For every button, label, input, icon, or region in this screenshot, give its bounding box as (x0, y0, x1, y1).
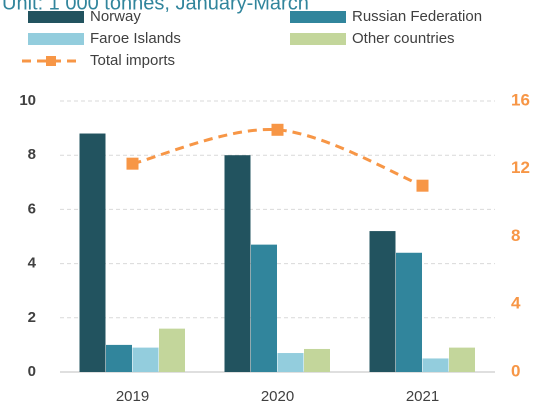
bar (159, 328, 185, 372)
bar (369, 231, 396, 372)
y2-tick-label: 0 (511, 361, 520, 380)
bar (396, 252, 422, 372)
y-tick-label: 6 (28, 200, 36, 217)
legend-swatch (290, 33, 346, 45)
x-tick-label: 2020 (261, 388, 294, 405)
bar (304, 348, 330, 372)
bar (106, 344, 132, 372)
y-tick-label: 10 (19, 92, 36, 109)
line (132, 128, 424, 188)
legend-label: Total imports (90, 52, 175, 69)
legend-label: Other countries (352, 30, 455, 47)
y2-tick-label: 8 (511, 226, 520, 245)
y-tick-label: 0 (28, 363, 36, 380)
legend-swatch (28, 11, 84, 23)
y2-tick-label: 16 (511, 90, 530, 109)
line-marker (126, 157, 139, 170)
legend-label: Russian Federation (352, 8, 482, 25)
bar (224, 155, 251, 372)
bar (79, 133, 106, 372)
legend-swatch (46, 56, 56, 66)
line-marker (271, 123, 284, 136)
bar (277, 353, 304, 372)
y-tick-label: 8 (28, 146, 36, 163)
y-tick-label: 4 (28, 255, 37, 272)
y2-tick-label: 12 (511, 158, 530, 177)
bar (132, 347, 159, 372)
y2-tick-label: 4 (511, 294, 521, 313)
legend-label: Norway (90, 8, 141, 25)
x-tick-label: 2019 (116, 388, 149, 405)
line-marker (416, 179, 429, 192)
bar (449, 347, 475, 372)
chart-title: Unit: 1 000 tonnes, January-March (2, 0, 309, 14)
x-tick-label: 2021 (406, 388, 439, 405)
legend-label: Faroe Islands (90, 30, 181, 47)
legend-swatch (290, 11, 346, 23)
bar (251, 244, 277, 372)
y-tick-label: 2 (28, 309, 36, 326)
bar (422, 358, 449, 372)
legend-swatch (28, 33, 84, 45)
